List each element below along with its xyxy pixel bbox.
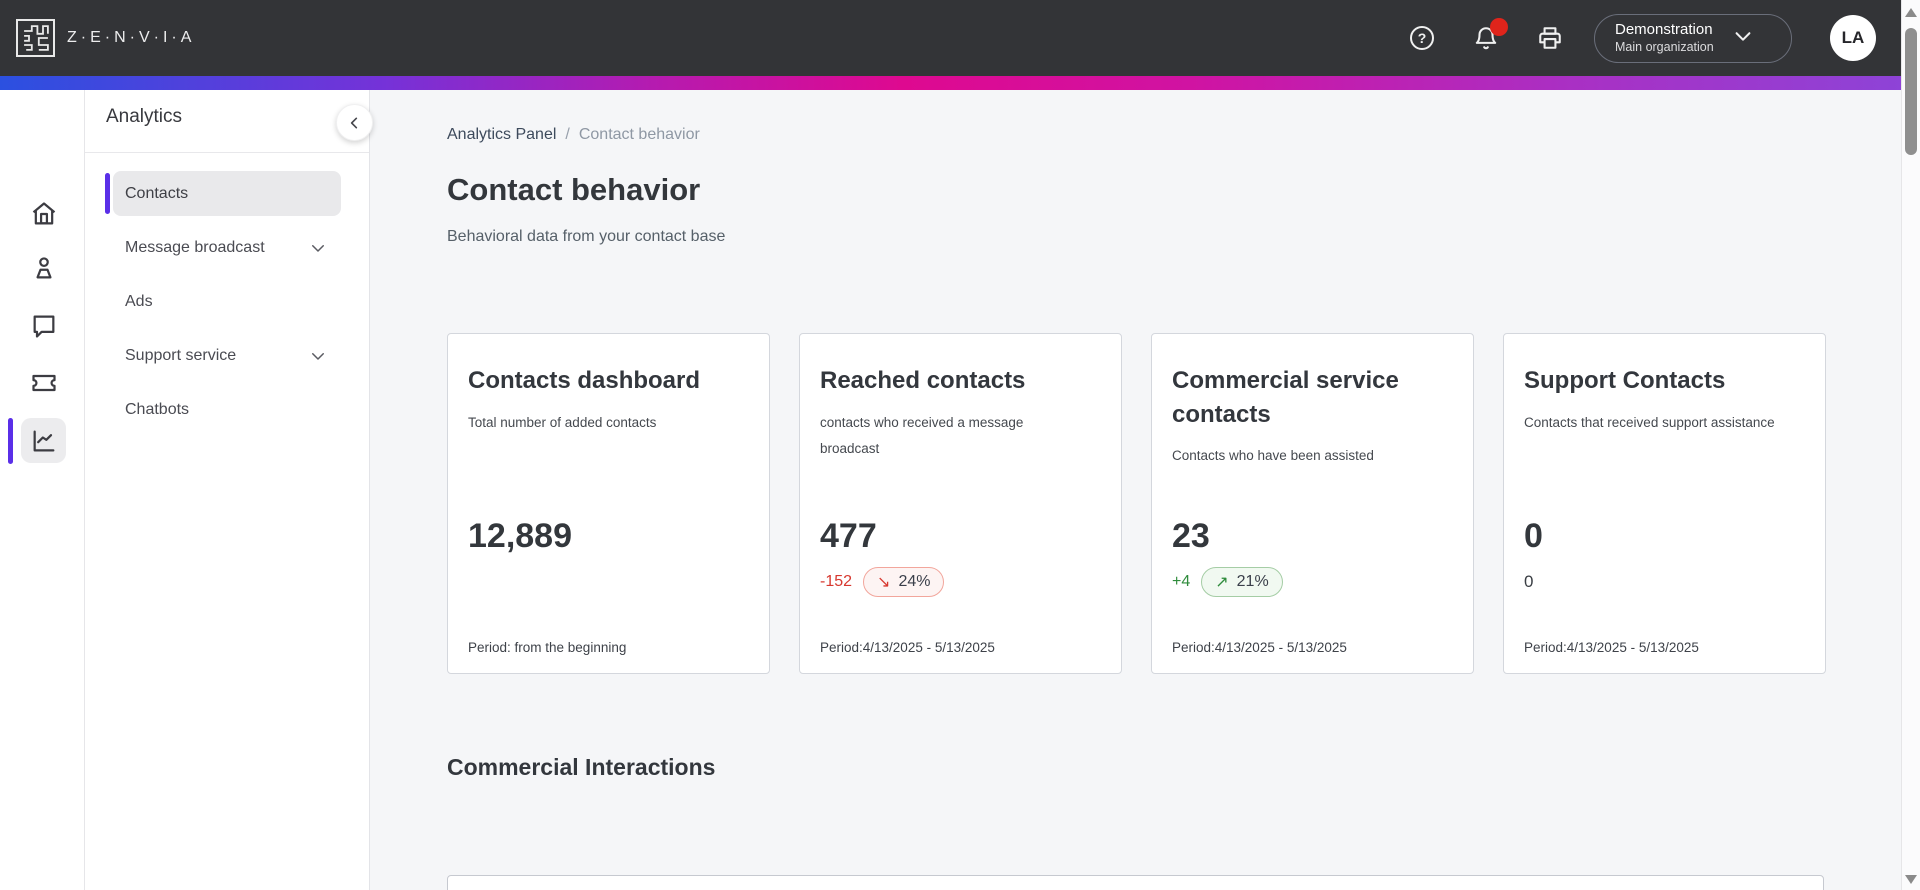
- icon-rail: [0, 90, 85, 890]
- card-period: Period: from the beginning: [468, 640, 627, 655]
- analytics-sidebar: Analytics Contacts Message broadcast Ads…: [85, 90, 373, 890]
- card-title: Reached contacts: [820, 367, 1026, 394]
- page-title: Contact behavior: [447, 172, 701, 207]
- organization-switcher[interactable]: Demonstration Main organization: [1594, 13, 1792, 63]
- sidebar-item-label: Ads: [125, 292, 153, 310]
- section-heading-commercial-interactions: Commercial Interactions: [447, 754, 716, 780]
- card-secondary-value: 0: [1524, 572, 1534, 591]
- sidebar-item-contacts[interactable]: Contacts: [105, 171, 341, 216]
- sidebar-item-chatbots[interactable]: Chatbots: [113, 387, 341, 432]
- sidebar-item-ads[interactable]: Ads: [113, 279, 341, 324]
- breadcrumb-current: Contact behavior: [578, 126, 700, 143]
- ticket-icon[interactable]: [21, 360, 66, 405]
- organization-name: Demonstration: [1615, 20, 1713, 38]
- delta-percent: 24%: [898, 573, 931, 590]
- sidebar-item-label: Contacts: [125, 184, 189, 202]
- card-value: 23: [1172, 517, 1210, 555]
- notifications-bell-icon[interactable]: [1472, 18, 1508, 52]
- selected-item-accent: [105, 173, 110, 214]
- chevron-down-icon: [1732, 25, 1754, 52]
- sidebar-item-label: Message broadcast: [125, 238, 265, 256]
- card-value: 477: [820, 517, 877, 555]
- top-bar: Z·E·N·V·I·A ? Demonstration Main organiz…: [0, 0, 1920, 76]
- sidebar-item-message-broadcast[interactable]: Message broadcast: [113, 225, 341, 270]
- trend-down-arrow-icon: ↘: [877, 574, 891, 591]
- sidebar-item-label: Support service: [125, 346, 237, 364]
- card-period: Period:4/13/2025 - 5/13/2025: [1172, 640, 1347, 655]
- scrollbar-down-arrow[interactable]: [1905, 875, 1917, 884]
- breadcrumb-analytics-panel[interactable]: Analytics Panel: [447, 126, 557, 143]
- notification-badge: [1490, 18, 1508, 36]
- trend-up-arrow-icon: ↗: [1215, 574, 1229, 591]
- card-title: Contacts dashboard: [468, 367, 701, 394]
- sidebar-collapse-button[interactable]: [336, 104, 373, 141]
- card-support-contacts: Support Contacts Contacts that received …: [1503, 333, 1826, 674]
- card-reached-contacts: Reached contacts contacts who received a…: [799, 333, 1122, 674]
- card-description: contacts who received a message broadcas…: [820, 414, 1024, 456]
- delta-value: +4: [1172, 573, 1191, 590]
- card-value: 12,889: [468, 517, 572, 555]
- analytics-chart-icon[interactable]: [21, 418, 66, 463]
- card-description: Contacts who have been assisted: [1172, 448, 1374, 464]
- card-contacts-dashboard: Contacts dashboard Total number of added…: [447, 333, 770, 674]
- sidebar-divider: [85, 152, 369, 153]
- card-title: Support Contacts: [1524, 367, 1726, 394]
- card-period: Period:4/13/2025 - 5/13/2025: [1524, 640, 1699, 655]
- sidebar-item-support-service[interactable]: Support service: [113, 333, 341, 378]
- commercial-interactions-card-partial: [447, 875, 1824, 890]
- card-value: 0: [1524, 517, 1543, 555]
- delta-percent: 21%: [1236, 573, 1269, 590]
- zenvia-logo[interactable]: Z·E·N·V·I·A: [16, 19, 195, 57]
- trend-badge-up: ↗ 21%: [1201, 567, 1283, 597]
- zenvia-logo-icon: [16, 19, 55, 57]
- page-scrollbar[interactable]: [1901, 0, 1920, 890]
- user-avatar[interactable]: LA: [1830, 15, 1876, 61]
- chevron-down-icon: [309, 239, 327, 257]
- home-icon[interactable]: [21, 191, 66, 236]
- chevron-down-icon: [309, 347, 327, 365]
- card-delta-row: -152 ↘ 24%: [820, 567, 945, 597]
- page-subtitle: Behavioral data from your contact base: [447, 228, 726, 245]
- card-delta-row: +4 ↗ 21%: [1172, 567, 1283, 597]
- scrollbar-thumb[interactable]: [1905, 28, 1917, 155]
- top-right-cluster: ? Demonstration Main organization: [1408, 13, 1876, 63]
- contacts-person-icon[interactable]: [21, 245, 66, 290]
- sidebar-title: Analytics: [106, 106, 183, 127]
- help-icon[interactable]: ?: [1408, 24, 1436, 52]
- breadcrumb: Analytics Panel / Contact behavior: [447, 126, 700, 144]
- trend-badge-down: ↘ 24%: [863, 567, 945, 597]
- main-content: Analytics Panel / Contact behavior Conta…: [370, 90, 1901, 890]
- chat-icon[interactable]: [21, 303, 66, 348]
- brand-text: Z·E·N·V·I·A: [67, 29, 196, 46]
- sidebar-menu: Contacts Message broadcast Ads Support s…: [85, 171, 369, 441]
- scrollbar-up-arrow[interactable]: [1905, 8, 1917, 17]
- organization-subtitle: Main organization: [1615, 39, 1714, 54]
- sidebar-item-label: Chatbots: [125, 400, 190, 418]
- card-description: Contacts that received support assistanc…: [1524, 414, 1775, 430]
- brand-gradient-bar: [0, 76, 1920, 90]
- breadcrumb-separator: /: [565, 126, 570, 143]
- rail-selected-accent: [8, 418, 13, 464]
- card-commercial-service-contacts: Commercial service contacts Contacts who…: [1151, 333, 1474, 674]
- delta-value: -152: [820, 573, 853, 590]
- kpi-cards-row: Contacts dashboard Total number of added…: [447, 333, 1826, 674]
- card-period: Period:4/13/2025 - 5/13/2025: [820, 640, 995, 655]
- card-description: Total number of added contacts: [468, 414, 657, 430]
- printer-icon[interactable]: [1536, 24, 1564, 52]
- card-title: Commercial service contacts: [1172, 367, 1399, 428]
